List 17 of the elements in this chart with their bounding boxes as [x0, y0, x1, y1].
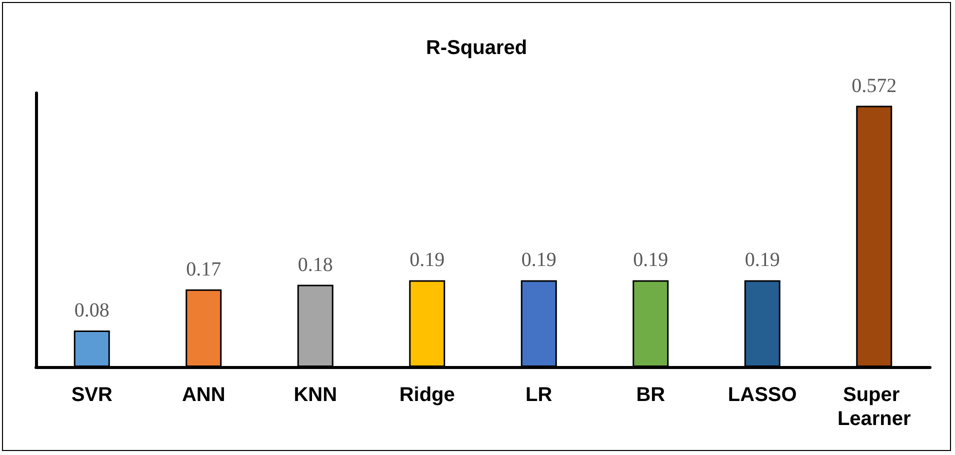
data-label: 0.18 — [298, 254, 333, 276]
data-label: 0.572 — [852, 74, 897, 97]
x-tick-label: Ridge — [399, 384, 455, 406]
data-label: 0.19 — [410, 249, 445, 272]
data-label: 0.17 — [186, 258, 222, 280]
data-label: 0.19 — [521, 249, 556, 272]
x-tick-label: LR — [526, 384, 553, 406]
x-tick-label: Super Learner — [837, 384, 912, 430]
x-tick-label: KNN — [294, 384, 338, 406]
data-label: 0.19 — [633, 249, 668, 272]
data-label: 0.19 — [744, 249, 780, 272]
x-tick-label: SVR — [71, 384, 113, 406]
data-label: 0.08 — [74, 299, 110, 322]
chart-title: R-Squared — [426, 37, 528, 59]
x-tick-label: BR — [636, 384, 666, 406]
x-tick-label: ANN — [182, 384, 226, 406]
x-tick-label: LASSO — [728, 384, 797, 406]
